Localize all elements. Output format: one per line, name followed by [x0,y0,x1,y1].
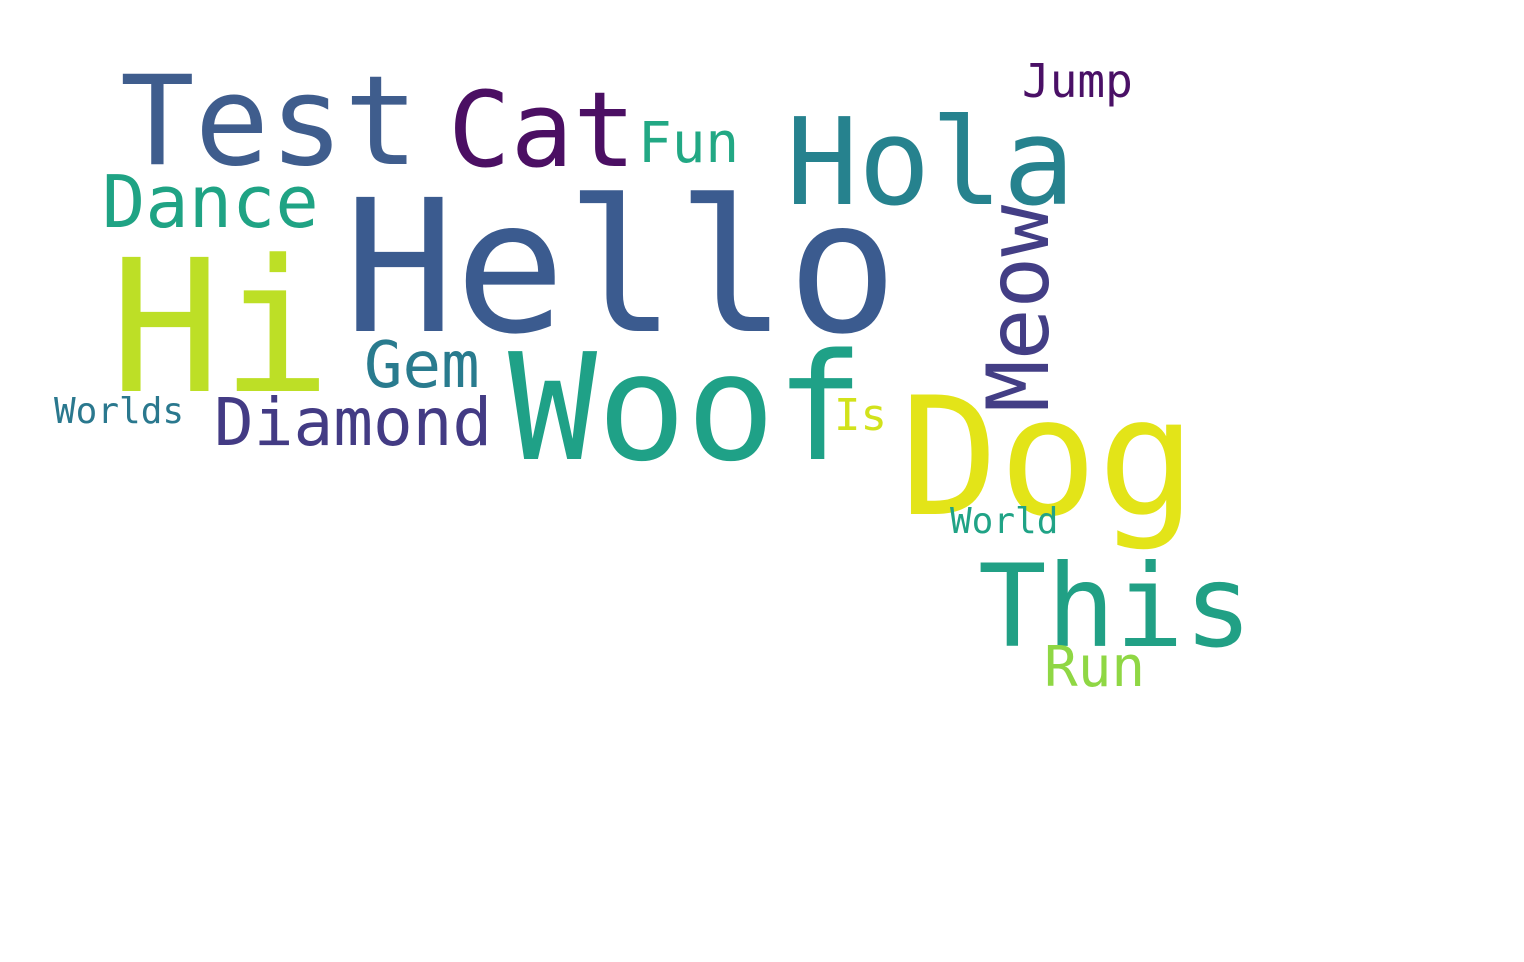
word-run: Run [1044,635,1146,700]
word-dog: Dog [900,362,1197,553]
word-hola: Hola [786,94,1075,233]
word-fun: Fun [638,111,740,176]
word-hi: Hi [110,221,332,435]
word-meow: Meow [969,204,1069,412]
word-this: This [978,540,1253,673]
word-hello: Hello [344,161,898,375]
word-worlds: Worlds [54,391,185,432]
word-world: World [950,501,1059,542]
word-woof: Woof [508,322,865,494]
word-diamond: Diamond [214,384,493,461]
word-dance: Dance [102,160,319,244]
word-is: Is [834,390,887,441]
word-jump: Jump [1022,54,1133,108]
word-test: Test [120,50,419,194]
word-gem: Gem [364,329,480,403]
word-cat: Cat [448,69,636,191]
